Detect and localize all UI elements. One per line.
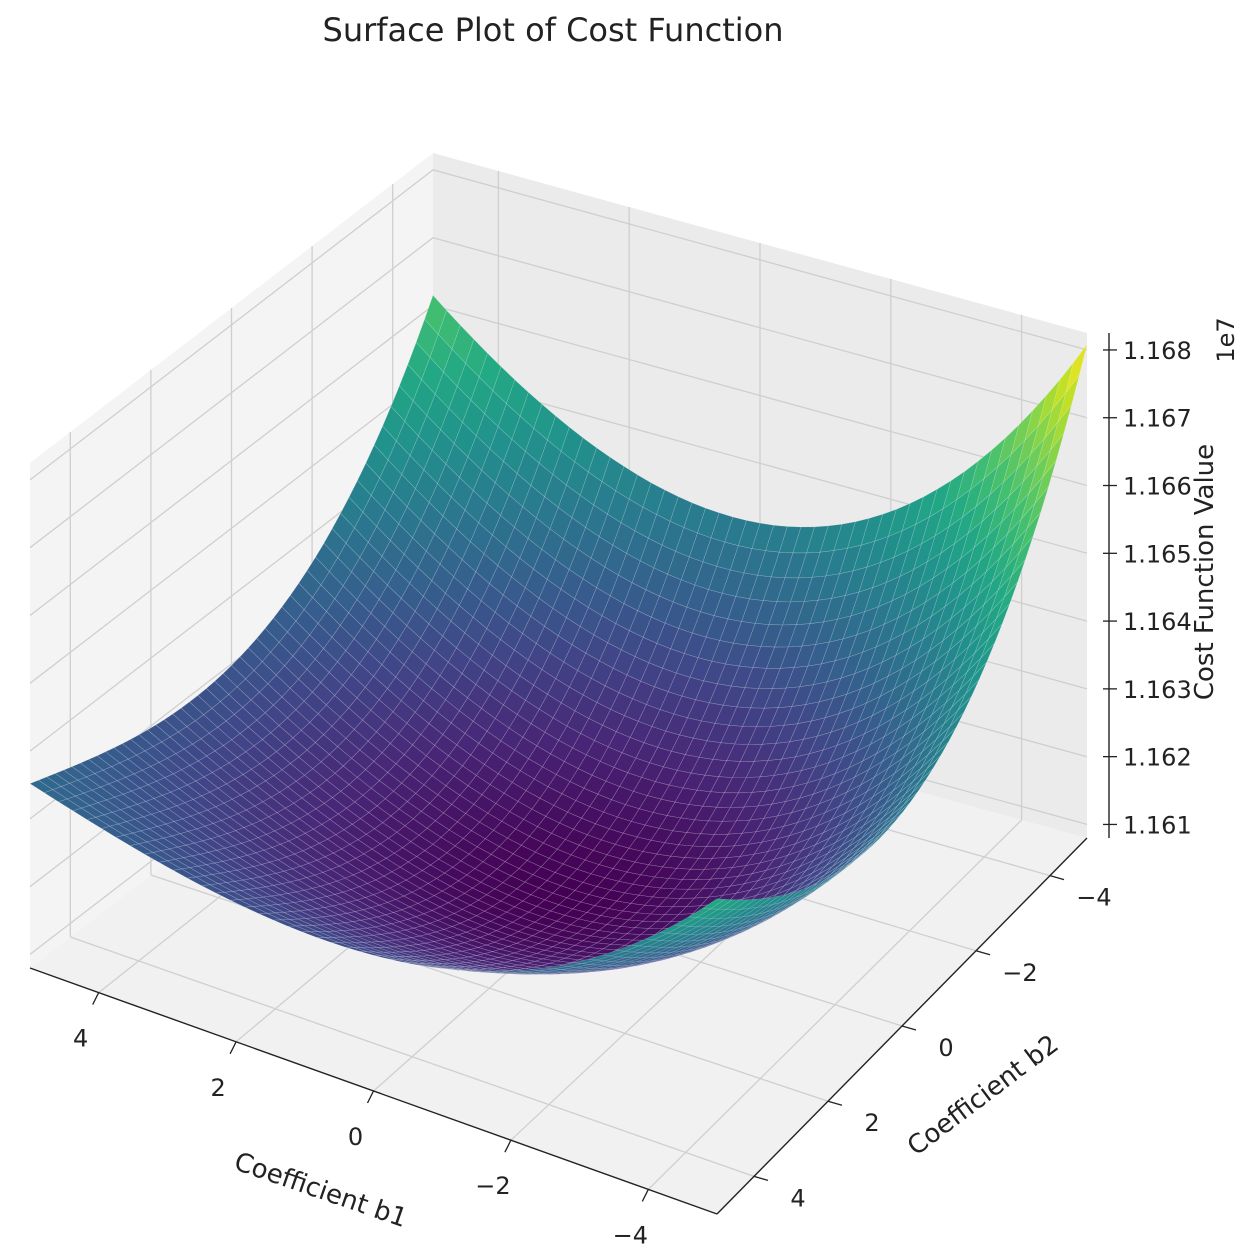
surface-cell: [29, 779, 54, 794]
z-tick-label: 1.162: [1123, 744, 1192, 772]
y-tick: [827, 1100, 843, 1106]
x-tick-label: −4: [613, 1221, 648, 1249]
y-tick: [1049, 874, 1065, 881]
x-tick: [229, 1041, 237, 1055]
z-tick-label: 1.164: [1123, 608, 1192, 636]
y-tick-label: 2: [864, 1109, 879, 1137]
z-tick-label: 1.163: [1123, 676, 1192, 704]
grid-line-z: [29, 169, 1088, 481]
cost-surface: [29, 294, 1088, 975]
y-tick: [901, 1025, 917, 1031]
z-tick-label: 1.165: [1123, 540, 1192, 568]
z-axis-offset-label: 1e7: [1212, 317, 1240, 362]
y-tick: [753, 1175, 769, 1182]
y-tick-label: 4: [790, 1184, 805, 1212]
z-axis-label: Cost Function Value: [1190, 444, 1220, 700]
x-tick-label: 0: [348, 1123, 363, 1151]
x-tick: [366, 1090, 375, 1104]
x-tick-label: 2: [210, 1074, 225, 1102]
grid-line-b2: [70, 936, 755, 1178]
surface-cell: [210, 835, 234, 849]
x-tick: [92, 992, 100, 1005]
tick-labels: 4 2 0 −2 −4 −4 −2 0 2 4 1.161 1.162 1.163 1.164 1.165 1…: [73, 337, 1192, 1249]
x-tick: [504, 1139, 512, 1153]
x-tick-label: −2: [475, 1172, 510, 1200]
z-tick-label: 1.161: [1123, 811, 1192, 839]
y-tick: [975, 950, 991, 956]
y-axis-label: Coefficient b2: [902, 1029, 1064, 1162]
y-tick-label: −2: [1002, 959, 1037, 987]
z-tick-label: 1.166: [1123, 473, 1192, 501]
grid-line-z: [29, 236, 1088, 549]
x-tick: [641, 1189, 649, 1202]
chart-title: Surface Plot of Cost Function: [323, 11, 784, 49]
y-tick-label: −4: [1076, 884, 1111, 912]
y-tick-label: 0: [938, 1034, 953, 1062]
x-tick-label: 4: [73, 1025, 88, 1053]
z-tick-label: 1.168: [1123, 337, 1192, 365]
z-tick-label: 1.167: [1123, 405, 1192, 433]
x-axis-label: Coefficient b1: [230, 1147, 411, 1234]
